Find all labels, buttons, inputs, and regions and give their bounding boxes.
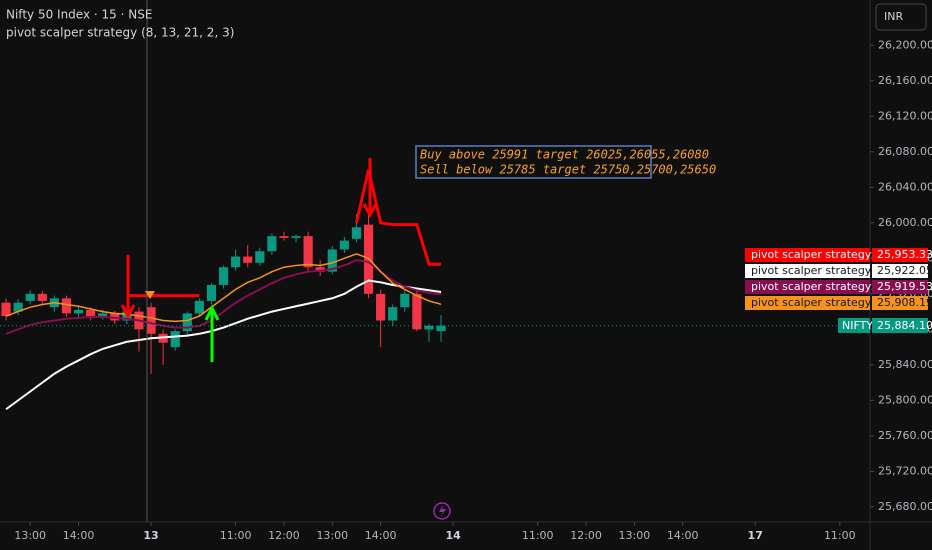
legend-name-bg bbox=[745, 248, 870, 262]
x-tick-label: 13:00 bbox=[316, 529, 348, 542]
legend-name-bg bbox=[745, 296, 870, 310]
candle-body bbox=[315, 267, 325, 272]
candle-body bbox=[388, 307, 398, 321]
indicator-line bbox=[5, 259, 442, 335]
candle-body bbox=[412, 293, 422, 330]
x-tick-label: 13:00 bbox=[619, 529, 651, 542]
y-tick-label: 26,200.00 bbox=[878, 38, 932, 51]
annotation-line: Sell below 25785 target 25750,25700,2565… bbox=[420, 163, 716, 177]
x-tick-label: 14:00 bbox=[667, 529, 699, 542]
candle-body bbox=[291, 236, 301, 238]
candle-body bbox=[170, 331, 180, 348]
x-tick-label: 13 bbox=[143, 529, 158, 542]
candle-body bbox=[243, 256, 253, 263]
symbol-tag-bg bbox=[838, 318, 870, 333]
indicator-line bbox=[5, 279, 442, 411]
candle-body bbox=[351, 227, 362, 239]
sell-signal bbox=[120, 255, 136, 320]
legend-name: pivot scalper strategy:PEMA bbox=[751, 248, 905, 261]
legend-value-bg bbox=[872, 264, 928, 278]
plot-area bbox=[0, 169, 870, 411]
events-icon[interactable] bbox=[433, 502, 451, 520]
legend-value: 25,908.19 bbox=[877, 296, 932, 309]
legend-value-bg bbox=[872, 280, 928, 294]
candle-body bbox=[13, 302, 23, 312]
candle-body bbox=[376, 293, 386, 321]
y-tick-label: 26,160.00 bbox=[878, 74, 932, 87]
candle-body bbox=[424, 325, 434, 330]
y-tick-label: 26,000.00 bbox=[878, 216, 932, 229]
legend-value: 25,922.05 bbox=[877, 264, 932, 277]
x-tick-label: 14:00 bbox=[63, 529, 95, 542]
legend-value-bg bbox=[872, 248, 928, 262]
legend-name: pivot scalper strategy:Plot bbox=[751, 264, 896, 277]
legend-name-bg bbox=[745, 264, 870, 278]
candle-body bbox=[400, 293, 410, 308]
y-tick-label: 26,080.00 bbox=[878, 145, 932, 158]
candle-body bbox=[182, 313, 192, 332]
last-price-label: 25,884.10 bbox=[877, 319, 932, 332]
candle-body bbox=[194, 300, 204, 314]
legend-value: 25,953.33 bbox=[877, 248, 932, 261]
candle-body bbox=[1, 302, 11, 317]
candle-body bbox=[279, 236, 289, 238]
x-tick-label: 11:00 bbox=[522, 529, 554, 542]
sell-signal bbox=[362, 158, 378, 219]
candle-body bbox=[61, 298, 72, 314]
candle-body bbox=[231, 256, 241, 268]
legend-value-bg bbox=[872, 296, 928, 310]
x-tick-label: 14:00 bbox=[365, 529, 397, 542]
x-tick-label: 13:00 bbox=[14, 529, 46, 542]
legend-name: pivot scalper strategy:Plot bbox=[751, 280, 896, 293]
x-tick-label: 17 bbox=[748, 529, 763, 542]
candle-body bbox=[146, 307, 156, 334]
indicator-label: pivot scalper strategy (8, 13, 21, 2, 3) bbox=[6, 26, 234, 40]
y-tick-label: 25,720.00 bbox=[878, 464, 932, 477]
y-tick-label: 25,800.00 bbox=[878, 393, 932, 406]
y-tick-label: 25,680.00 bbox=[878, 500, 932, 513]
currency-label[interactable]: INR bbox=[884, 10, 903, 23]
indicator-line bbox=[5, 253, 442, 323]
candle-body bbox=[206, 284, 217, 301]
x-tick-label: 11:00 bbox=[824, 529, 856, 542]
y-tick-label: 25,760.00 bbox=[878, 429, 932, 442]
x-tick-label: 11:00 bbox=[220, 529, 252, 542]
legend-name: pivot scalper strategy:Plot bbox=[751, 296, 896, 309]
candle-body bbox=[327, 249, 337, 272]
candle-body bbox=[267, 236, 277, 252]
annotation-box bbox=[415, 145, 652, 179]
candle-body bbox=[98, 313, 108, 317]
candle-body bbox=[339, 240, 349, 250]
candle-body bbox=[255, 251, 265, 263]
candle-body bbox=[73, 309, 84, 314]
y-tick-label: 25,840.00 bbox=[878, 358, 932, 371]
x-tick-label: 14 bbox=[445, 529, 461, 542]
legend-name-bg bbox=[745, 280, 870, 294]
last-price-bg bbox=[872, 318, 928, 333]
candle-body bbox=[218, 267, 229, 285]
buy-signal bbox=[204, 304, 220, 362]
currency-button[interactable] bbox=[875, 3, 927, 31]
candle-body bbox=[25, 293, 35, 301]
candle-body bbox=[86, 309, 96, 317]
symbol-tag: NIFTY bbox=[842, 319, 873, 332]
x-tick-label: 12:00 bbox=[570, 529, 602, 542]
events-icon-bolt[interactable] bbox=[439, 505, 446, 517]
x-tick-label: 12:00 bbox=[268, 529, 300, 542]
candle-body bbox=[303, 236, 313, 268]
signal-marker bbox=[145, 291, 155, 299]
chart-title: Nifty 50 Index · 15 · NSE bbox=[6, 8, 152, 22]
annotation-line: Buy above 25991 target 26025,26055,26080 bbox=[420, 148, 709, 162]
candle-body bbox=[37, 293, 47, 301]
y-tick-label: 26,040.00 bbox=[878, 180, 932, 193]
candle-body bbox=[436, 325, 446, 332]
legend-value: 25,919.53 bbox=[877, 280, 932, 293]
y-tick-label: 26,120.00 bbox=[878, 109, 932, 122]
